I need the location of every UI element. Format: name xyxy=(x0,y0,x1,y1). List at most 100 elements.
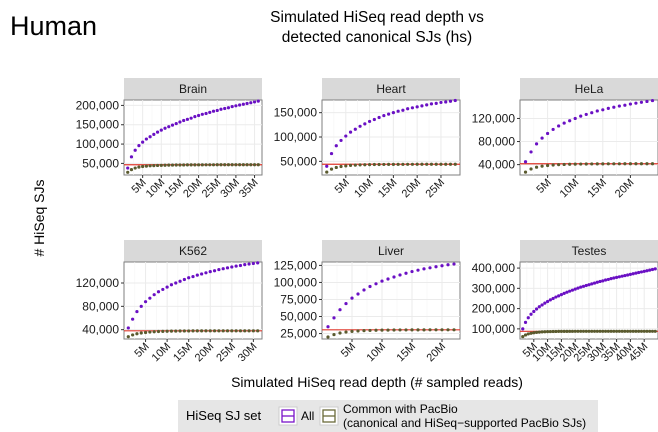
data-point-common xyxy=(573,162,577,166)
data-point-all xyxy=(523,160,528,164)
data-point-all xyxy=(521,327,525,331)
legend: HiSeq SJ set All Common with PacBio (can… xyxy=(178,400,598,432)
data-point-all xyxy=(628,272,633,276)
data-point-all xyxy=(174,281,178,285)
data-point-common xyxy=(372,162,376,167)
data-point-all xyxy=(626,273,630,277)
data-point-all xyxy=(415,105,419,109)
data-point-common xyxy=(219,163,223,167)
x-tick-label: 5M xyxy=(534,177,553,196)
data-point-common xyxy=(653,329,657,333)
data-point-common xyxy=(185,163,190,167)
data-point-common xyxy=(579,162,583,166)
data-point-common xyxy=(148,164,152,168)
data-point-common xyxy=(565,329,569,333)
data-point-common xyxy=(174,163,178,167)
data-point-common xyxy=(526,332,530,336)
y-tick-label: 150,000 xyxy=(274,106,318,120)
data-point-all xyxy=(401,108,405,112)
data-point-common xyxy=(226,163,231,167)
data-point-common xyxy=(178,329,182,333)
data-point-all xyxy=(163,126,167,130)
data-point-all xyxy=(590,282,594,286)
data-point-common xyxy=(548,329,552,334)
data-point-all xyxy=(623,273,627,278)
data-point-all xyxy=(325,164,329,168)
data-point-all xyxy=(434,101,438,106)
data-point-all xyxy=(557,124,561,128)
data-point-common xyxy=(208,329,212,333)
data-point-all xyxy=(581,284,586,288)
y-tick-label: 100,000 xyxy=(274,275,318,289)
data-point-common xyxy=(367,163,372,167)
data-point-common xyxy=(182,163,186,167)
data-point-common xyxy=(606,162,610,166)
data-point-all xyxy=(540,136,544,140)
data-point-common xyxy=(191,329,195,333)
data-point-all xyxy=(425,103,429,107)
data-point-common xyxy=(404,328,408,332)
data-point-common xyxy=(576,329,580,333)
data-point-all xyxy=(546,299,550,304)
data-point-common xyxy=(217,329,221,333)
data-point-common xyxy=(573,329,577,333)
data-point-common xyxy=(598,329,602,333)
data-point-all xyxy=(548,298,552,302)
data-point-common xyxy=(440,328,444,332)
data-point-common xyxy=(645,329,649,333)
data-point-all xyxy=(137,144,141,148)
facet-strip-k562 xyxy=(124,240,262,262)
data-point-all xyxy=(428,266,432,270)
data-point-all xyxy=(204,111,208,116)
data-point-all xyxy=(595,109,599,113)
data-point-all xyxy=(182,118,186,123)
facet-brain: Brain50,000100,000150,000200,0005M10M15M… xyxy=(76,78,263,201)
data-point-all xyxy=(559,293,564,297)
data-point-common xyxy=(559,329,564,333)
data-point-all xyxy=(362,288,366,292)
data-point-all xyxy=(256,99,260,103)
data-point-all xyxy=(159,128,163,132)
data-point-all xyxy=(247,262,251,266)
data-point-all xyxy=(634,101,638,105)
plot-area-brain xyxy=(123,99,263,176)
data-point-all xyxy=(382,113,386,118)
data-point-all xyxy=(152,132,156,137)
data-point-common xyxy=(238,329,243,333)
data-point-common xyxy=(230,163,234,167)
data-point-all xyxy=(200,272,204,276)
data-point-common xyxy=(428,328,432,332)
data-point-all xyxy=(251,261,255,266)
y-tick-label: 300,000 xyxy=(472,281,516,295)
data-point-common xyxy=(163,163,167,167)
data-point-common xyxy=(247,329,251,333)
data-point-common xyxy=(338,331,342,335)
data-point-common xyxy=(167,163,171,167)
data-point-common xyxy=(557,163,561,167)
data-point-common xyxy=(568,162,572,166)
x-tick-label: 20M xyxy=(424,341,448,365)
data-point-all xyxy=(131,317,135,321)
data-point-all xyxy=(350,296,354,300)
x-tick-label: 10M xyxy=(364,341,388,365)
data-point-all xyxy=(422,267,426,271)
data-point-all xyxy=(208,270,212,274)
data-point-all xyxy=(187,276,191,280)
data-point-common xyxy=(387,162,391,166)
data-point-common xyxy=(453,162,457,166)
facet-title-k562: K562 xyxy=(179,244,207,258)
data-point-all xyxy=(249,101,253,105)
x-tick-label: 15M xyxy=(162,177,186,201)
data-point-all xyxy=(546,131,550,136)
data-point-all xyxy=(156,290,161,294)
data-point-all xyxy=(143,300,148,304)
data-point-all xyxy=(161,287,165,292)
data-point-all xyxy=(634,271,638,275)
data-point-all xyxy=(537,305,541,309)
data-point-common xyxy=(612,329,616,333)
y-tick-label: 50,000 xyxy=(82,156,119,170)
y-tick-label: 80,000 xyxy=(478,135,515,149)
data-point-all xyxy=(191,274,195,279)
facet-strip-heart xyxy=(322,78,460,100)
facet-heart: Heart 50,000 100,000 150,000 5M 10M 15M 20M 25M xyxy=(274,78,461,200)
